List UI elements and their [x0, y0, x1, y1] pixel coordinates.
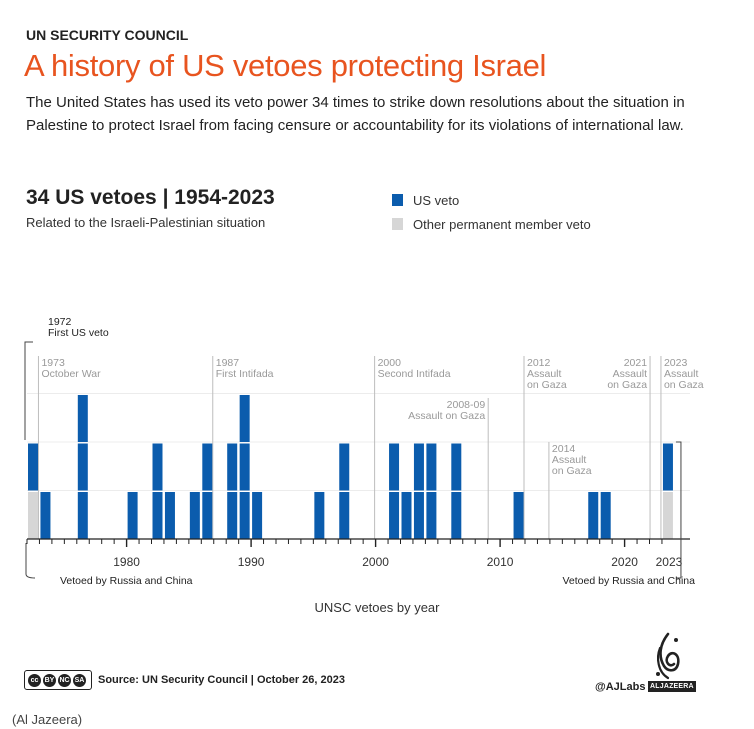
x-axis-title: UNSC vetoes by year: [314, 600, 440, 615]
annotation-text-assault-2021: Assault: [613, 368, 648, 380]
bar-us-2001: [389, 492, 400, 539]
legend-label-other: Other permanent member veto: [413, 216, 591, 232]
annotation-text-second-intifada: Second Intifada: [378, 368, 451, 380]
annotation-text-first-us-veto: 1972: [48, 316, 72, 328]
note-connector-note-1972: [25, 543, 36, 579]
annotation-text-first-us-veto: First US veto: [48, 327, 109, 339]
chart-subtitle: 34 US vetoes | 1954-2023: [26, 186, 275, 209]
bar-us-1976: [77, 395, 88, 442]
x-tick-label-2000: 2000: [362, 555, 389, 569]
note-text-note-2023: Vetoed by Russia and China: [562, 575, 695, 587]
annotation-text-assault-2023: 2023: [664, 357, 688, 369]
annotation-text-assault-2014: on Gaza: [552, 465, 592, 477]
bar-us-2018: [600, 492, 611, 539]
bar-us-2003: [413, 443, 424, 491]
bar-us-1997: [339, 492, 350, 539]
bar-other-1972: [28, 492, 38, 539]
bar-us-1972: [28, 443, 38, 491]
legend-item-other: Other permanent member veto: [392, 212, 591, 236]
bar-us-2004: [426, 492, 437, 539]
footer: cc BY NC SA Source: UN Security Council | O…: [24, 670, 345, 690]
bar-us-1976: [77, 492, 88, 539]
bar-us-1988: [227, 492, 238, 539]
annotation-text-first-intifada: First Intifada: [216, 368, 274, 380]
annotation-text-assault-2023: on Gaza: [664, 379, 704, 391]
bar-us-2017: [588, 492, 599, 539]
legend-item-us: US veto: [392, 188, 591, 212]
annotation-text-assault-2012: on Gaza: [527, 379, 567, 391]
annotation-text-second-intifada: 2000: [378, 357, 402, 369]
al-jazeera-wordmark: ALJAZEERA: [648, 681, 696, 692]
creative-commons-badge: cc BY NC SA: [24, 670, 92, 690]
bar-us-1983: [164, 492, 175, 539]
annotation-text-assault-2008: Assault on Gaza: [408, 410, 485, 422]
bar-other-2023: [662, 492, 673, 539]
annotation-text-assault-2021: 2021: [624, 357, 648, 369]
legend-swatch-us: [392, 194, 403, 206]
bar-us-2011: [513, 492, 524, 539]
annotation-text-assault-2014: Assault: [552, 454, 587, 466]
bar-us-1997: [339, 443, 350, 491]
bar-us-2023: [662, 443, 673, 491]
bar-us-2002: [401, 492, 412, 539]
annotation-text-assault-2014: 2014: [552, 443, 576, 455]
x-tick-label-1990: 1990: [238, 555, 265, 569]
legend-swatch-other: [392, 218, 403, 230]
bar-us-1990: [252, 492, 263, 539]
kicker: UN SECURITY COUNCIL: [26, 27, 189, 43]
page-title: A history of US vetoes protecting Israel: [24, 48, 547, 83]
bar-us-1989: [239, 395, 250, 442]
bar-us-1982: [152, 443, 163, 491]
chart-legend: US veto Other permanent member veto: [392, 188, 591, 236]
annotation-text-assault-2012: 2012: [527, 357, 551, 369]
x-tick-label-2023: 2023: [656, 555, 683, 569]
bar-us-1989: [239, 443, 250, 491]
bar-us-1986: [202, 443, 213, 491]
x-tick-label-2010: 2010: [487, 555, 514, 569]
ajlabs-handle: @AJLabs: [595, 681, 646, 693]
bar-us-1989: [239, 492, 250, 539]
bar-us-1976: [77, 443, 88, 491]
x-tick-label-2020: 2020: [611, 555, 638, 569]
annotation-text-first-intifada: 1987: [216, 357, 240, 369]
bar-us-1980: [127, 492, 138, 539]
annotation-text-october-war: October War: [41, 368, 101, 380]
bar-us-2006: [451, 443, 462, 491]
chart-subtitle-caption: Related to the Israeli-Palestinian situa…: [26, 215, 266, 230]
annotation-text-assault-2023: Assault: [664, 368, 699, 380]
image-credit: (Al Jazeera): [12, 712, 83, 727]
bar-us-1988: [227, 443, 238, 491]
bar-us-1973: [40, 492, 51, 539]
description: The United States has used its veto powe…: [26, 94, 685, 134]
annotation-text-assault-2012: Assault: [527, 368, 562, 380]
bar-us-2003: [413, 492, 424, 539]
bar-us-1986: [202, 492, 213, 539]
bar-us-1985: [189, 492, 200, 539]
source-text: Source: UN Security Council | October 26…: [98, 674, 345, 686]
annotation-text-assault-2008: 2008-09: [447, 399, 486, 411]
annotation-text-october-war: 1973: [41, 357, 65, 369]
bar-us-2001: [389, 443, 400, 491]
note-text-note-1972: Vetoed by Russia and China: [60, 575, 193, 587]
bar-us-1995: [314, 492, 325, 539]
x-tick-label-1980: 1980: [113, 555, 140, 569]
bar-us-2006: [451, 492, 462, 539]
bar-us-2004: [426, 443, 437, 491]
legend-label-us: US veto: [413, 192, 460, 208]
note-connector-note-2023: [675, 441, 682, 579]
bar-us-1982: [152, 492, 163, 539]
al-jazeera-logo-icon: [656, 632, 680, 680]
annotation-text-assault-2021: on Gaza: [607, 379, 647, 391]
annotation-bracket-first-us-veto: [24, 341, 33, 440]
